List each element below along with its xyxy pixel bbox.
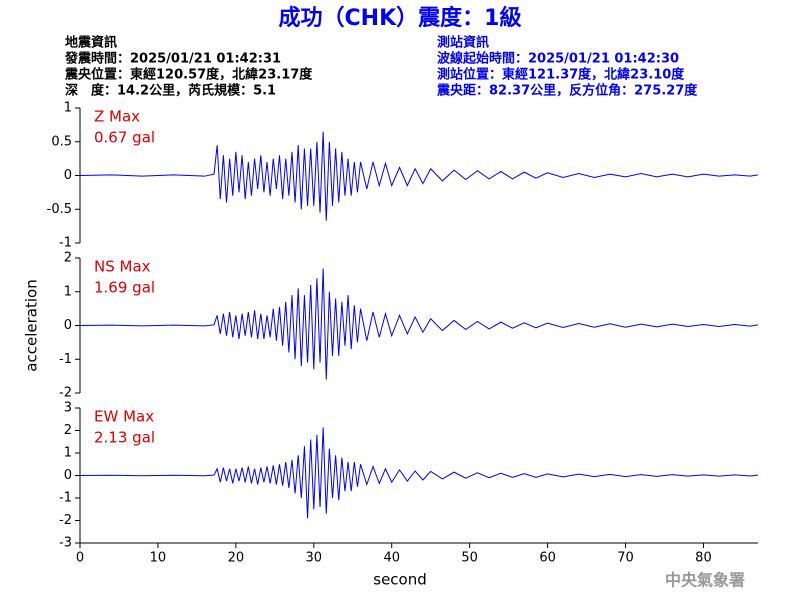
x-tick-label: 20	[228, 551, 245, 566]
x-tick-label: 0	[76, 551, 84, 566]
x-tick-label: 40	[383, 551, 400, 566]
x-tick-label: 10	[150, 551, 167, 566]
waveform	[79, 131, 759, 221]
waveform	[79, 427, 759, 519]
max-annotation: NS Max	[94, 258, 151, 276]
y-tick-label: -2	[59, 513, 72, 528]
y-tick-label: -0.5	[47, 202, 72, 217]
y-tick-label: 2	[64, 251, 72, 266]
event-info: 震央位置：東經120.57度，北緯23.17度	[64, 67, 313, 83]
event-info: 地震資訊	[65, 35, 117, 51]
max-annotation: 2.13 gal	[94, 429, 155, 447]
y-tick-label: 3	[64, 401, 72, 416]
y-tick-label: 2	[64, 423, 72, 438]
y-tick-label: -2	[59, 386, 72, 401]
event-info: 深 度：14.2公里，芮氏規模：5.1	[65, 83, 276, 99]
x-tick-label: 70	[617, 551, 634, 566]
event-info: 發震時間：2025/01/21 01:42:31	[64, 51, 281, 67]
waveform	[79, 268, 759, 380]
x-tick-label: 80	[695, 551, 712, 566]
station-info: 震央距：82.37公里，反方位角：275.27度	[436, 83, 698, 99]
max-annotation: EW Max	[94, 408, 154, 426]
station-info: 測站位置：東經121.37度，北緯23.10度	[437, 67, 685, 83]
y-tick-label: 0	[64, 468, 72, 483]
x-tick-label: 60	[539, 551, 556, 566]
x-axis-label: second	[373, 571, 427, 589]
y-tick-label: -1	[59, 352, 72, 367]
max-annotation: 0.67 gal	[94, 129, 155, 147]
station-info: 測站資訊	[437, 35, 489, 51]
x-tick-label: 30	[306, 551, 323, 566]
chart-title: 成功（CHK）震度：1級	[279, 5, 522, 31]
x-tick-label: 50	[461, 551, 478, 566]
y-tick-label: 1	[64, 446, 72, 461]
y-tick-label: 0	[64, 168, 72, 183]
y-tick-label: 1	[64, 284, 72, 299]
station-info: 波線起始時間：2025/01/21 01:42:30	[437, 51, 679, 67]
y-axis-label: acceleration	[23, 279, 41, 371]
y-tick-label: -3	[59, 536, 72, 551]
y-tick-label: -1	[59, 491, 72, 506]
y-tick-label: 0	[64, 318, 72, 333]
agency: 中央氣象署	[665, 571, 745, 590]
max-annotation: 1.69 gal	[94, 279, 155, 297]
y-tick-label: 1	[64, 101, 72, 116]
max-annotation: Z Max	[94, 108, 140, 126]
y-tick-label: -1	[59, 236, 72, 251]
y-tick-label: 0.5	[51, 134, 72, 149]
